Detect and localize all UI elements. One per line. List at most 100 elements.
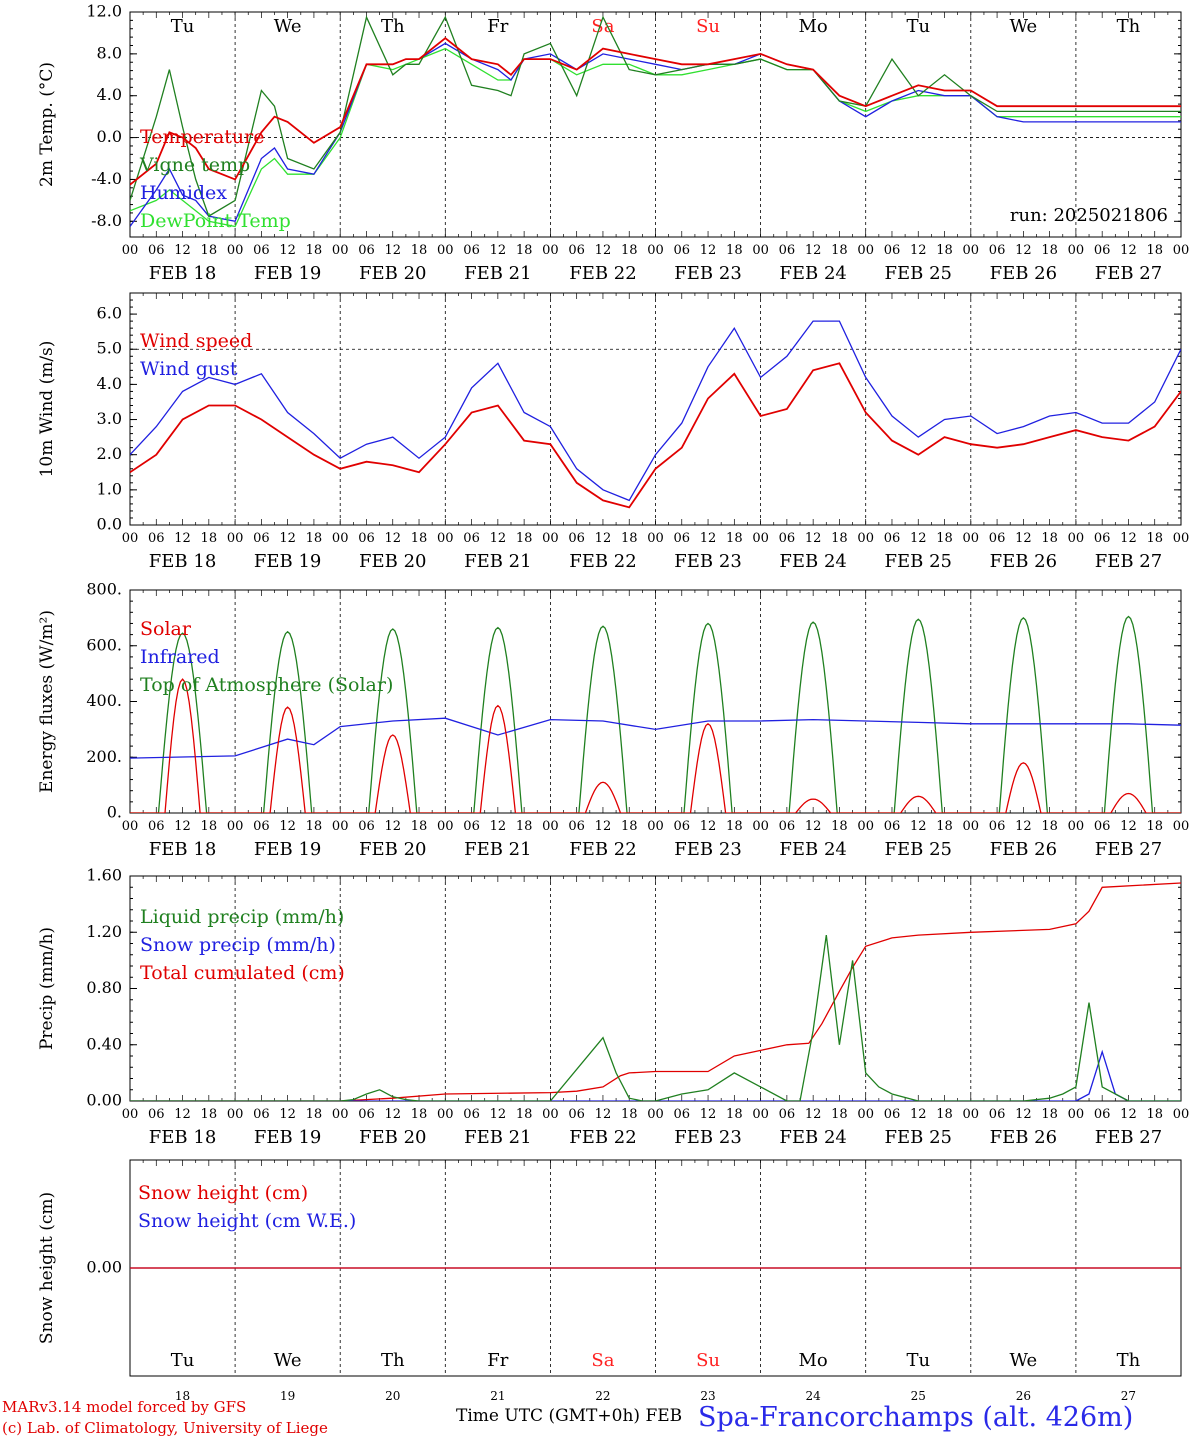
day-name-label: We [1010,1350,1038,1371]
x-hour-label: 06 [674,531,691,546]
x-hour-label: 06 [463,819,480,834]
x-hour-label: 06 [884,531,901,546]
y-tick-label: 200. [86,747,122,766]
x-hour-label: 00 [1068,243,1085,258]
x-hour-label: 00 [963,819,980,834]
x-hour-label: 00 [647,819,664,834]
x-hour-label: 06 [568,531,585,546]
x-date-label: FEB 27 [1095,263,1162,284]
day-number-label: 27 [1121,1389,1136,1403]
x-hour-label: 12 [1015,1107,1032,1122]
x-hour-label: 00 [963,531,980,546]
x-hour-label: 12 [910,1107,927,1122]
x-hour-label: 00 [1068,819,1085,834]
y-tick-label: 4.0 [97,85,122,104]
x-hour-label: 12 [174,243,191,258]
x-date-label: FEB 27 [1095,839,1162,860]
x-hour-label: 00 [332,1107,349,1122]
x-hour-label: 12 [1120,819,1137,834]
y-tick-label: 0.00 [86,1258,122,1277]
x-hour-label: 12 [174,531,191,546]
x-hour-label: 12 [279,1107,296,1122]
y-tick-label: 800. [86,580,122,599]
model-credit: MARv3.14 model forced by GFS [2,1398,247,1416]
day-name-label: Mo [799,1350,828,1371]
day-name-label: We [1010,16,1038,37]
day-name-label: Mo [799,16,828,37]
x-date-label: FEB 18 [149,1127,216,1148]
x-date-label: FEB 25 [885,1127,952,1148]
x-date-label: FEB 27 [1095,551,1162,572]
y-tick-label: 0.00 [86,1091,122,1110]
x-date-label: FEB 23 [674,263,741,284]
x-hour-label: 00 [122,531,139,546]
x-hour-label: 18 [936,819,953,834]
x-hour-label: 00 [1173,819,1190,834]
y-tick-label: 400. [86,691,122,710]
x-hour-label: 18 [516,531,533,546]
x-hour-label: 18 [831,819,848,834]
series-line-vigne-temp [130,15,1181,218]
x-hour-label: 06 [779,1107,796,1122]
x-date-label: FEB 20 [359,839,426,860]
y-tick-label: 6.0 [97,304,122,323]
x-hour-label: 12 [595,243,612,258]
series-line-wind-speed [130,362,1181,509]
x-hour-label: 18 [411,1107,428,1122]
x-date-label: FEB 24 [779,1127,846,1148]
day-name-label: Su [696,16,720,37]
x-date-label: FEB 22 [569,839,636,860]
x-hour-label: 00 [963,1107,980,1122]
x-hour-label: 06 [463,1107,480,1122]
x-hour-label: 00 [647,243,664,258]
x-date-label: FEB 21 [464,263,531,284]
day-name-label: Tu [906,1350,930,1371]
x-hour-label: 06 [358,243,375,258]
series-line-total-cumulated-cm- [130,882,1181,1101]
x-hour-label: 00 [963,243,980,258]
x-hour-label: 06 [779,819,796,834]
x-hour-label: 12 [384,819,401,834]
x-hour-label: 00 [437,243,454,258]
x-hour-label: 18 [516,243,533,258]
x-hour-label: 06 [1094,531,1111,546]
x-hour-label: 00 [332,819,349,834]
x-hour-label: 18 [831,531,848,546]
station-name: Spa-Francorchamps (alt. 426m) [698,1402,1134,1433]
day-number-label: 23 [700,1389,715,1403]
x-hour-label: 18 [621,531,638,546]
y-tick-label: 0. [107,803,122,822]
x-hour-label: 06 [779,531,796,546]
x-hour-label: 00 [227,819,244,834]
x-hour-label: 18 [936,1107,953,1122]
day-name-label: Fr [487,1350,508,1371]
x-hour-label: 06 [568,1107,585,1122]
legend-entry: Infrared [140,646,220,668]
x-date-label: FEB 23 [674,551,741,572]
x-hour-label: 18 [201,1107,218,1122]
x-hour-label: 12 [595,819,612,834]
x-hour-label: 18 [411,243,428,258]
x-hour-label: 12 [1120,531,1137,546]
x-hour-label: 18 [726,531,743,546]
x-hour-label: 00 [752,531,769,546]
x-date-label: FEB 24 [779,839,846,860]
panel-frame-2 [129,589,1182,814]
day-name-label: Su [696,1350,720,1371]
series-line-humidex [130,42,1181,227]
x-date-label: FEB 18 [149,839,216,860]
day-name-label: Th [381,1350,405,1371]
x-hour-label: 06 [884,1107,901,1122]
x-hour-label: 12 [174,819,191,834]
day-name-label: Tu [171,1350,195,1371]
x-hour-label: 06 [148,531,165,546]
x-hour-label: 12 [279,243,296,258]
x-hour-label: 06 [463,531,480,546]
x-hour-label: 18 [516,1107,533,1122]
series-line-temperature [130,37,1181,186]
day-number-label: 24 [806,1389,822,1403]
x-hour-label: 12 [1015,819,1032,834]
x-hour-label: 00 [647,531,664,546]
y-axis-label: Precip (mm/h) [37,927,57,1050]
x-hour-label: 06 [989,1107,1006,1122]
